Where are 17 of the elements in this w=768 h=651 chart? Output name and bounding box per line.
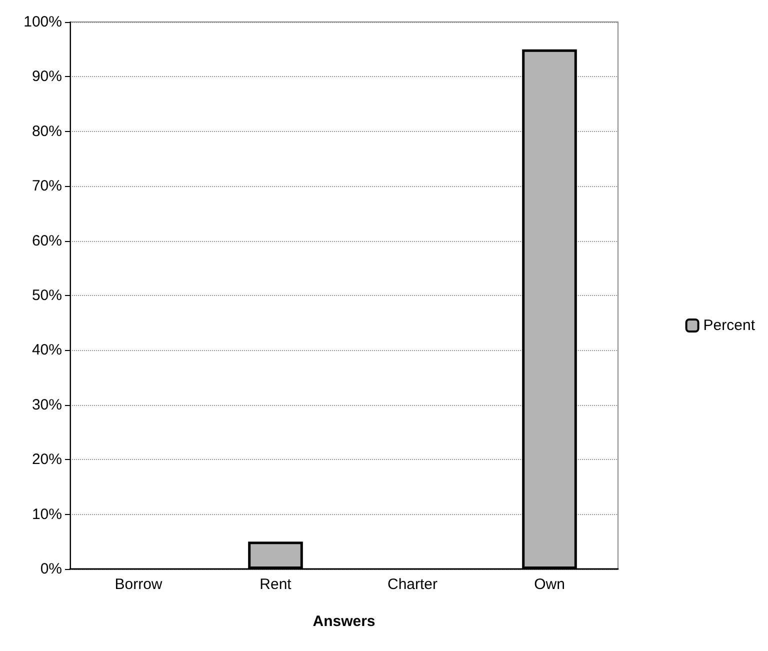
y-tick-label: 100% bbox=[24, 14, 62, 30]
y-tick-label: 10% bbox=[32, 506, 62, 523]
y-tick-label: 0% bbox=[40, 560, 62, 578]
y-tick-label: 80% bbox=[32, 122, 62, 140]
x-tick-label: Borrow bbox=[114, 576, 162, 593]
y-tick-label: 90% bbox=[32, 68, 62, 86]
x-tick-label: Rent bbox=[260, 576, 292, 593]
legend-label: Percent bbox=[703, 317, 756, 334]
y-tick-label: 20% bbox=[32, 451, 62, 468]
y-tick-label: 70% bbox=[32, 178, 62, 195]
x-tick-label: Own bbox=[534, 576, 565, 593]
y-tick-label: 60% bbox=[32, 232, 62, 250]
x-tick-label: Charter bbox=[387, 576, 438, 593]
y-tick-label: 30% bbox=[32, 396, 62, 414]
y-tick-label: 40% bbox=[32, 342, 62, 359]
y-tick-label: 50% bbox=[32, 287, 62, 304]
x-axis-title: Answers bbox=[312, 613, 376, 630]
